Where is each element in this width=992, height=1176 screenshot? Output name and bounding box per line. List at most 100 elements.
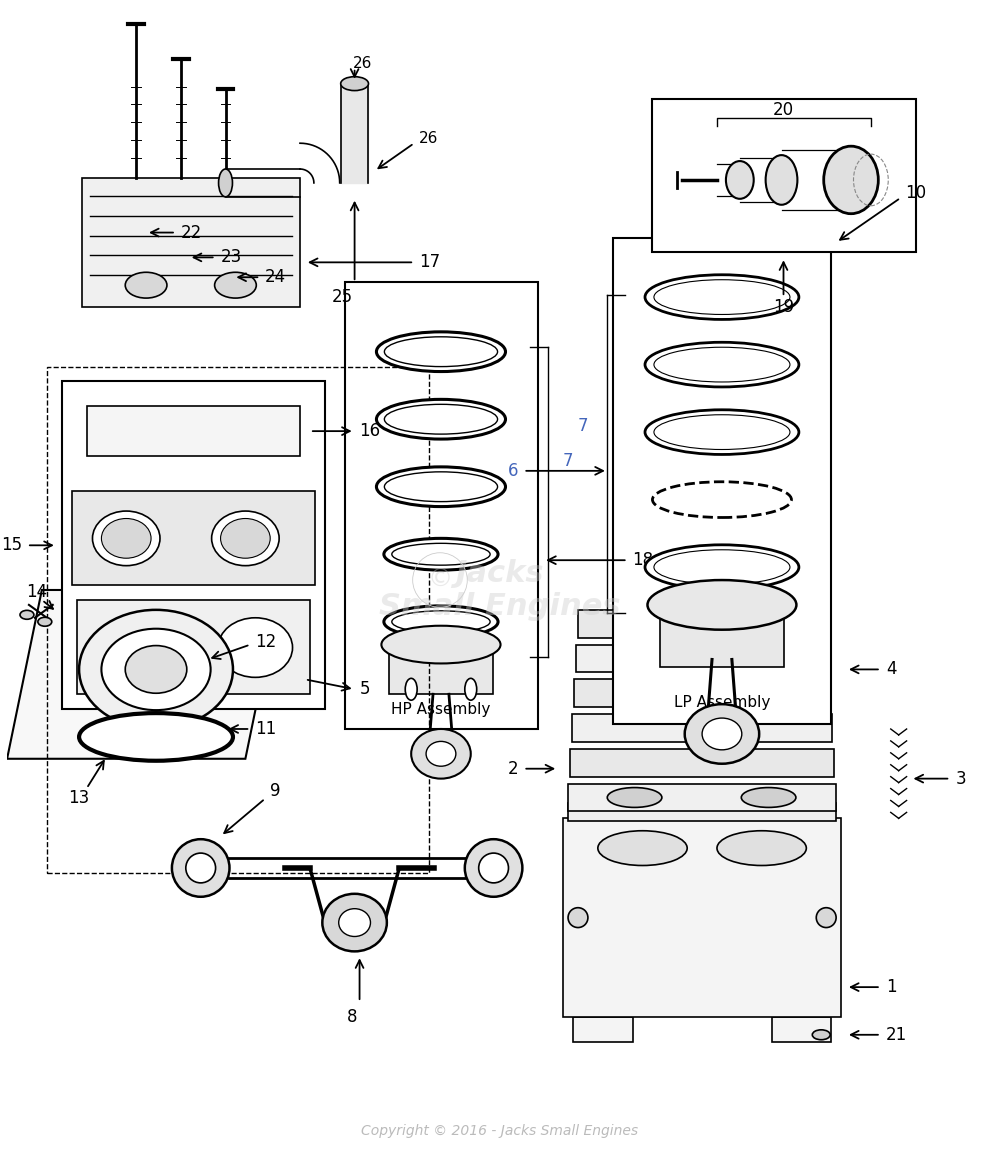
Text: 5: 5	[359, 680, 370, 699]
Text: 23: 23	[220, 248, 242, 267]
Ellipse shape	[684, 704, 759, 763]
Ellipse shape	[654, 549, 790, 584]
Ellipse shape	[214, 273, 256, 298]
Text: 24: 24	[265, 268, 287, 286]
Ellipse shape	[645, 544, 799, 589]
Ellipse shape	[568, 908, 588, 928]
Ellipse shape	[384, 606, 498, 637]
Text: HP Assembly: HP Assembly	[391, 702, 491, 716]
Text: 17: 17	[420, 253, 440, 272]
Text: 18: 18	[633, 552, 654, 569]
Ellipse shape	[376, 467, 506, 507]
Ellipse shape	[645, 409, 799, 454]
Ellipse shape	[376, 400, 506, 439]
Ellipse shape	[392, 610, 490, 633]
Bar	[563, 818, 841, 1017]
Bar	[568, 803, 836, 821]
Ellipse shape	[99, 617, 174, 677]
Bar	[86, 407, 300, 456]
Ellipse shape	[766, 155, 798, 205]
Ellipse shape	[384, 472, 498, 502]
Ellipse shape	[384, 405, 498, 434]
Ellipse shape	[376, 332, 506, 372]
Ellipse shape	[101, 629, 210, 710]
Ellipse shape	[38, 617, 52, 627]
Bar	[47, 367, 430, 873]
Text: 4: 4	[886, 661, 896, 679]
Text: 10: 10	[906, 183, 927, 202]
Bar	[613, 238, 831, 724]
Polygon shape	[573, 1017, 633, 1042]
Ellipse shape	[479, 853, 509, 883]
Polygon shape	[7, 590, 280, 759]
Bar	[578, 610, 826, 637]
Ellipse shape	[598, 830, 687, 866]
Ellipse shape	[816, 908, 836, 928]
Ellipse shape	[218, 617, 293, 677]
Text: 14: 14	[27, 583, 48, 601]
Text: 19: 19	[773, 298, 794, 316]
Ellipse shape	[220, 519, 270, 559]
Ellipse shape	[186, 853, 215, 883]
Text: 3: 3	[955, 769, 966, 788]
Ellipse shape	[702, 719, 742, 750]
Text: LP Assembly: LP Assembly	[674, 695, 770, 709]
Ellipse shape	[726, 161, 754, 199]
Ellipse shape	[92, 512, 160, 566]
Text: 7: 7	[578, 417, 588, 435]
Text: ©: ©	[428, 568, 452, 592]
Text: 25: 25	[332, 288, 353, 306]
Text: Copyright © 2016 - Jacks Small Engines: Copyright © 2016 - Jacks Small Engines	[361, 1124, 638, 1138]
Ellipse shape	[717, 830, 806, 866]
Ellipse shape	[405, 679, 418, 700]
Text: 20: 20	[773, 101, 794, 120]
Ellipse shape	[654, 280, 790, 314]
Text: 22: 22	[181, 223, 202, 241]
Ellipse shape	[654, 415, 790, 449]
Bar	[576, 644, 828, 673]
Bar	[574, 680, 830, 707]
Ellipse shape	[645, 275, 799, 320]
Bar	[572, 714, 832, 742]
Ellipse shape	[211, 512, 279, 566]
Ellipse shape	[654, 347, 790, 382]
Bar	[71, 490, 314, 584]
Text: 13: 13	[68, 789, 89, 808]
Text: 7: 7	[563, 452, 573, 470]
Bar	[661, 613, 784, 668]
Ellipse shape	[338, 909, 370, 936]
Text: 6: 6	[508, 462, 519, 480]
Bar	[344, 282, 539, 729]
Bar	[570, 749, 834, 776]
Ellipse shape	[218, 169, 232, 196]
Ellipse shape	[645, 342, 799, 387]
Bar	[76, 600, 310, 694]
Text: 21: 21	[886, 1025, 907, 1044]
Ellipse shape	[381, 626, 501, 663]
Text: 15: 15	[1, 536, 22, 554]
Ellipse shape	[741, 788, 796, 808]
Text: 1: 1	[886, 978, 897, 996]
Ellipse shape	[322, 894, 387, 951]
Bar	[653, 99, 916, 253]
Text: 11: 11	[255, 720, 277, 739]
Text: 12: 12	[255, 633, 277, 650]
Bar	[389, 649, 493, 694]
Ellipse shape	[465, 679, 477, 700]
Ellipse shape	[812, 1030, 830, 1040]
Text: 26: 26	[420, 131, 438, 146]
Ellipse shape	[653, 482, 792, 517]
Ellipse shape	[79, 713, 233, 761]
Ellipse shape	[125, 273, 167, 298]
Bar	[62, 381, 324, 709]
Ellipse shape	[79, 610, 233, 729]
Text: 16: 16	[359, 422, 381, 440]
Ellipse shape	[20, 610, 34, 620]
Ellipse shape	[607, 788, 662, 808]
Polygon shape	[340, 83, 368, 183]
Text: 26: 26	[353, 56, 372, 72]
Text: 2: 2	[508, 760, 519, 777]
Bar	[568, 783, 836, 811]
Ellipse shape	[648, 580, 797, 629]
Text: 8: 8	[347, 1008, 358, 1025]
